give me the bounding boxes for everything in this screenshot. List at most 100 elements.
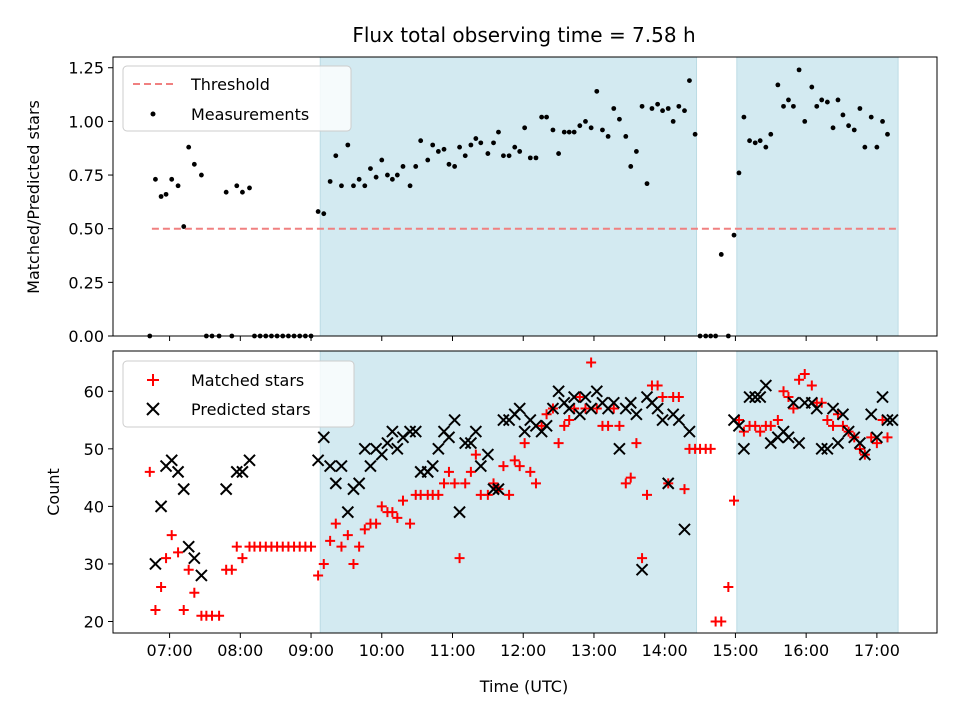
predicted-star-point [815, 442, 828, 456]
matched-star-point [564, 415, 575, 426]
matched-star-point [519, 438, 530, 449]
matched-star-point [591, 403, 602, 414]
predicted-star-point [403, 425, 417, 438]
matched-star-point [237, 553, 248, 564]
measurement-point [611, 106, 617, 111]
x-axis-label: Time (UTC) [479, 677, 568, 696]
predicted-star-point [743, 390, 756, 404]
matched-star-point [788, 403, 799, 414]
matched-star-point [166, 530, 177, 541]
matched-star-point [454, 553, 465, 564]
matched-star-point [871, 438, 882, 449]
predicted-star-point [590, 385, 603, 398]
predicted-star-point [573, 408, 587, 421]
measurement-point [639, 103, 645, 109]
measurement-point [181, 224, 187, 229]
predicted-star-point [230, 465, 243, 479]
matched-star-point [799, 369, 810, 380]
legend-matched-swatch [147, 374, 159, 386]
matched-star-point [509, 455, 520, 466]
matched-star-point [755, 426, 766, 437]
measurement-point [441, 146, 447, 152]
measurement-point [373, 174, 379, 180]
matched-star-point [778, 386, 789, 397]
matched-star-point [514, 461, 525, 472]
counts-axes-frame [112, 350, 938, 634]
matched-star-point [214, 610, 225, 621]
measurement-point [512, 144, 518, 150]
measurement-point [527, 155, 533, 161]
matched-star-point [580, 403, 591, 414]
matched-star-point [586, 357, 597, 368]
measurement-point [379, 157, 385, 163]
y-tick-label: 50 [84, 440, 104, 459]
predicted-star-point [243, 454, 256, 467]
predicted-star-point [364, 459, 377, 473]
predicted-star-point [678, 523, 691, 536]
measurement-point [394, 172, 400, 178]
measurement-point [385, 172, 390, 178]
predicted-star-point [787, 396, 800, 410]
matched-star-point [226, 564, 237, 575]
observing-window [736, 56, 899, 337]
x-tick-label: 14:00 [642, 641, 688, 660]
y-tick-label: 1.00 [68, 112, 104, 131]
measurement-point [191, 161, 197, 167]
predicted-star-point [865, 408, 878, 421]
matched-star-point [313, 570, 324, 581]
measurement-point [605, 134, 611, 139]
measurement-point [665, 106, 671, 111]
legend-matched-label: Matched stars [191, 371, 304, 390]
legend-measurements-label: Measurements [191, 105, 309, 124]
predicted-star-point [651, 402, 664, 415]
predicted-star-point [826, 402, 840, 415]
predicted-star-point [154, 500, 168, 513]
measurement-point [315, 209, 321, 214]
predicted-star-point [481, 448, 495, 461]
measurement-point [468, 142, 474, 148]
y-tick-label: 0.50 [68, 220, 104, 239]
measurement-point [835, 97, 841, 103]
measurement-point [617, 116, 622, 122]
measurement-point [577, 123, 583, 129]
predicted-star-point [876, 390, 889, 404]
measurement-point [741, 114, 747, 120]
measurement-point [425, 157, 431, 163]
matched-star-point [330, 518, 341, 529]
matched-star-point [733, 415, 744, 426]
measurement-point [473, 136, 479, 141]
predicted-star-point [513, 402, 526, 415]
measurement-point [851, 127, 857, 133]
predicted-star-point [546, 402, 560, 415]
measurement-point [234, 183, 240, 189]
matched-star-point [569, 403, 580, 414]
matched-star-point [325, 535, 336, 546]
predicted-star-point [792, 436, 806, 450]
measurement-point [814, 103, 820, 109]
predicted-star-point [469, 425, 483, 438]
predicted-star-point [492, 482, 505, 496]
measurement-point [501, 153, 506, 159]
measurement-point [539, 114, 545, 120]
matched-star-point [750, 420, 761, 431]
predicted-star-point [831, 436, 845, 450]
measurement-point [550, 127, 556, 133]
measurement-point [153, 176, 158, 182]
matched-star-point [553, 438, 564, 449]
x-tick-label: 07:00 [147, 641, 193, 660]
measurement-point [356, 176, 362, 182]
matched-star-point [837, 420, 848, 431]
counts-legend-box [122, 360, 355, 428]
measurement-point [491, 140, 496, 146]
measurement-point [633, 149, 639, 154]
measurement-point [781, 103, 786, 109]
legend-threshold-label: Threshold [190, 75, 270, 94]
matched-star-point [156, 581, 167, 592]
predicted-star-point [662, 477, 675, 490]
matched-star-point [614, 420, 625, 431]
matched-star-point [716, 616, 727, 627]
measurement-point [400, 164, 406, 169]
counts-points [144, 357, 899, 627]
matched-star-point [882, 432, 893, 443]
